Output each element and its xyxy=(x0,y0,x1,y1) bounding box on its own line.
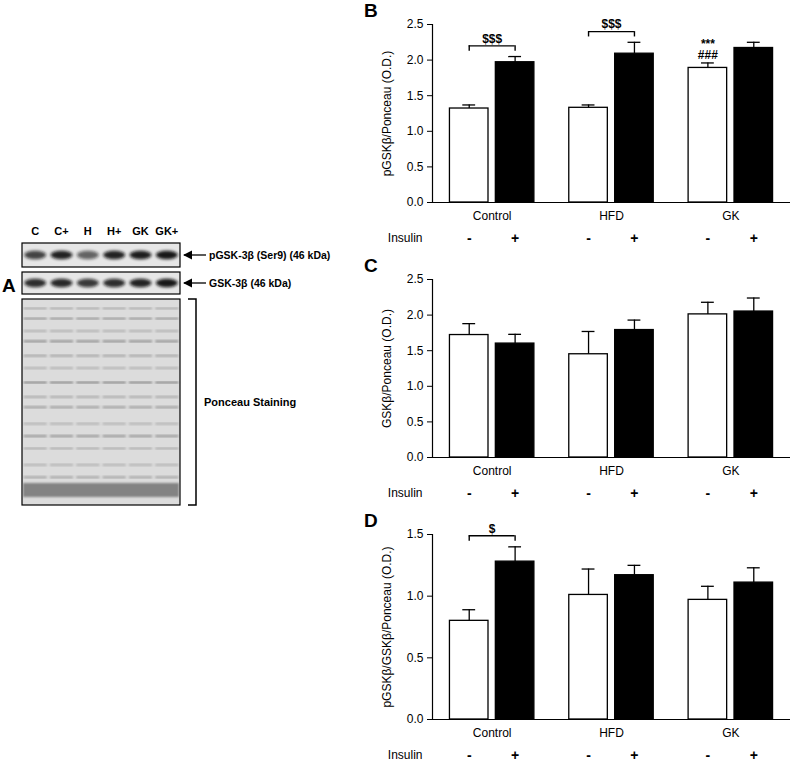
svg-text:-: - xyxy=(467,230,472,246)
svg-text:GK: GK xyxy=(132,225,149,237)
svg-text:Insulin: Insulin xyxy=(388,486,423,500)
svg-text:###: ### xyxy=(698,48,718,62)
svg-text:pGSK-3β (Ser9) (46 kDa): pGSK-3β (Ser9) (46 kDa) xyxy=(209,249,330,261)
svg-text:Ponceau Staining: Ponceau Staining xyxy=(204,396,296,408)
svg-text:1.5: 1.5 xyxy=(407,89,424,103)
svg-text:Control: Control xyxy=(473,464,512,478)
svg-text:C: C xyxy=(31,225,39,237)
svg-text:H+: H+ xyxy=(107,225,121,237)
svg-text:+: + xyxy=(511,485,519,501)
html-text:C: C xyxy=(364,255,378,276)
svg-text:$$$: $$$ xyxy=(601,17,621,31)
svg-text:1.0: 1.0 xyxy=(407,589,424,603)
svg-text:H: H xyxy=(84,225,92,237)
svg-text:-: - xyxy=(706,485,711,501)
svg-text:+: + xyxy=(630,230,638,246)
svg-text:+: + xyxy=(750,747,758,763)
html-text:B: B xyxy=(364,0,378,21)
svg-text:pGSKβ/GSKβ/Ponceau (O.D.): pGSKβ/GSKβ/Ponceau (O.D.) xyxy=(380,546,394,707)
svg-text:0.0: 0.0 xyxy=(407,195,424,209)
svg-text:2.0: 2.0 xyxy=(407,308,424,322)
svg-text:GSKβ/Ponceau (O.D.): GSKβ/Ponceau (O.D.) xyxy=(380,309,394,428)
svg-text:GK: GK xyxy=(722,726,739,740)
svg-text:-: - xyxy=(706,230,711,246)
svg-text:GK+: GK+ xyxy=(155,225,178,237)
svg-text:HFD: HFD xyxy=(599,726,624,740)
svg-text:-: - xyxy=(586,230,591,246)
svg-text:2.5: 2.5 xyxy=(407,17,424,31)
svg-text:GK: GK xyxy=(722,464,739,478)
svg-text:$$$: $$$ xyxy=(482,32,502,46)
svg-text:Insulin: Insulin xyxy=(388,231,423,245)
svg-text:1.0: 1.0 xyxy=(407,379,424,393)
svg-text:1.5: 1.5 xyxy=(407,527,424,541)
html-text:D: D xyxy=(364,510,378,531)
svg-text:+: + xyxy=(630,747,638,763)
svg-text:pGSKβ/Ponceau (O.D.): pGSKβ/Ponceau (O.D.) xyxy=(380,51,394,177)
svg-text:2.5: 2.5 xyxy=(407,272,424,286)
html-text:A: A xyxy=(2,275,16,296)
svg-text:0.5: 0.5 xyxy=(407,415,424,429)
svg-text:+: + xyxy=(630,485,638,501)
svg-text:-: - xyxy=(706,747,711,763)
svg-text:0.0: 0.0 xyxy=(407,712,424,726)
svg-text:GSK-3β (46 kDa): GSK-3β (46 kDa) xyxy=(209,277,291,289)
svg-text:HFD: HFD xyxy=(599,209,624,223)
svg-text:HFD: HFD xyxy=(599,464,624,478)
svg-text:1.5: 1.5 xyxy=(407,344,424,358)
svg-text:Control: Control xyxy=(473,726,512,740)
svg-text:GK: GK xyxy=(722,209,739,223)
svg-text:$: $ xyxy=(489,522,496,536)
svg-text:0.0: 0.0 xyxy=(407,450,424,464)
svg-text:+: + xyxy=(511,230,519,246)
svg-text:+: + xyxy=(750,230,758,246)
svg-text:+: + xyxy=(750,485,758,501)
svg-text:0.5: 0.5 xyxy=(407,160,424,174)
svg-text:2.0: 2.0 xyxy=(407,53,424,67)
svg-text:-: - xyxy=(467,747,472,763)
svg-text:0.5: 0.5 xyxy=(407,651,424,665)
svg-text:-: - xyxy=(467,485,472,501)
svg-text:1.0: 1.0 xyxy=(407,124,424,138)
svg-text:Control: Control xyxy=(473,209,512,223)
svg-text:+: + xyxy=(511,747,519,763)
svg-text:-: - xyxy=(586,485,591,501)
svg-text:-: - xyxy=(586,747,591,763)
svg-text:Insulin: Insulin xyxy=(388,748,423,762)
svg-text:C+: C+ xyxy=(54,225,68,237)
